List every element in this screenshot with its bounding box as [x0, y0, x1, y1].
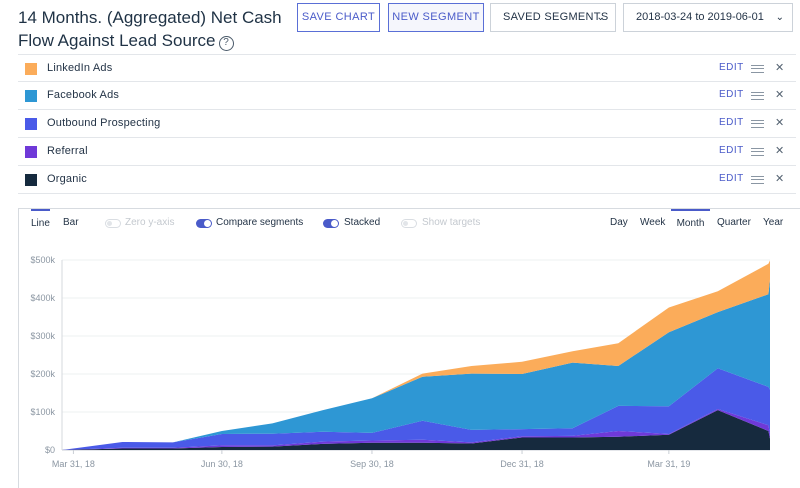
show-targets-toggle[interactable]: [401, 219, 417, 228]
segment-label: LinkedIn Ads: [47, 62, 113, 74]
close-icon[interactable]: ✕: [775, 62, 785, 74]
segment-color-swatch: [25, 90, 37, 102]
saved-segments-label: SAVED SEGMENTS: [503, 11, 609, 23]
segment-label: Facebook Ads: [47, 89, 120, 101]
drag-handle-icon[interactable]: [751, 120, 764, 128]
x-tick-label: Mar 31, 19: [647, 459, 690, 469]
segment-label: Outbound Prospecting: [47, 117, 161, 129]
granularity-day[interactable]: Day: [610, 217, 628, 228]
segment-color-swatch: [25, 63, 37, 75]
y-tick-label: $0: [45, 445, 55, 455]
series-area-facebook-ads: [62, 279, 770, 450]
chevron-down-icon: ⌄: [596, 12, 605, 23]
segment-color-swatch: [25, 174, 37, 186]
question-circle-icon[interactable]: ?: [218, 36, 234, 51]
y-tick-label: $100k: [30, 407, 55, 417]
granularity-week[interactable]: Week: [640, 217, 666, 228]
save-chart-button[interactable]: SAVE CHART: [297, 3, 380, 32]
series-area-organic: [62, 410, 770, 450]
saved-segments-dropdown[interactable]: SAVED SEGMENTS ⌄: [490, 3, 616, 32]
stacked-label: Stacked: [344, 217, 381, 228]
granularity-quarter[interactable]: Quarter: [717, 217, 751, 228]
segment-edit-button[interactable]: EDIT: [719, 62, 744, 73]
y-tick-label: $300k: [30, 331, 55, 341]
close-icon[interactable]: ✕: [775, 145, 785, 157]
segment-edit-button[interactable]: EDIT: [719, 117, 744, 128]
drag-handle-icon[interactable]: [751, 65, 764, 73]
y-tick-label: $500k: [30, 255, 55, 265]
zero-y-axis-label: Zero y-axis: [125, 217, 175, 228]
x-tick-label: Dec 31, 18: [500, 459, 544, 469]
chevron-down-icon: ⌄: [775, 12, 784, 23]
segment-row: Outbound Prospecting EDIT ✕: [18, 110, 796, 138]
segment-color-swatch: [25, 118, 37, 130]
series-area-linkedin-ads: [62, 260, 770, 450]
segment-row: Organic EDIT ✕: [18, 166, 796, 194]
chart-panel: Line Bar Zero y-axis Compare segments St…: [18, 208, 800, 488]
granularity-month[interactable]: Month: [671, 209, 710, 237]
close-icon[interactable]: ✕: [775, 173, 785, 185]
close-icon[interactable]: ✕: [775, 89, 785, 101]
segment-list: LinkedIn Ads EDIT ✕ Facebook Ads EDIT ✕ …: [18, 54, 796, 194]
y-tick-label: $200k: [30, 369, 55, 379]
compare-segments-toggle[interactable]: [196, 219, 212, 228]
segment-edit-button[interactable]: EDIT: [719, 173, 744, 184]
segment-row: Facebook Ads EDIT ✕: [18, 82, 796, 110]
series-area-referral: [62, 409, 770, 450]
segment-edit-button[interactable]: EDIT: [719, 145, 744, 156]
date-range-picker[interactable]: 2018-03-24 to 2019-06-01 ⌄: [623, 3, 793, 32]
tab-line[interactable]: Line: [31, 209, 50, 237]
segment-color-swatch: [25, 146, 37, 158]
segment-row: Referral EDIT ✕: [18, 138, 796, 166]
series-area-outbound-prospecting: [62, 368, 770, 450]
new-segment-button[interactable]: NEW SEGMENT: [388, 3, 484, 32]
zero-y-axis-toggle[interactable]: [105, 219, 121, 228]
y-tick-label: $400k: [30, 293, 55, 303]
show-targets-label: Show targets: [422, 217, 481, 228]
drag-handle-icon[interactable]: [751, 176, 764, 184]
x-tick-label: Jun 30, 18: [201, 459, 243, 469]
stacked-toggle[interactable]: [323, 219, 339, 228]
segment-edit-button[interactable]: EDIT: [719, 89, 744, 100]
page-title-text: 14 Months. (Aggregated) Net Cash Flow Ag…: [18, 8, 282, 50]
segment-row: LinkedIn Ads EDIT ✕: [18, 54, 796, 82]
page-title: 14 Months. (Aggregated) Net Cash Flow Ag…: [18, 6, 288, 52]
segment-label: Organic: [47, 173, 87, 185]
chart-header: 14 Months. (Aggregated) Net Cash Flow Ag…: [0, 0, 800, 54]
drag-handle-icon[interactable]: [751, 92, 764, 100]
close-icon[interactable]: ✕: [775, 117, 785, 129]
compare-segments-label: Compare segments: [216, 217, 304, 228]
x-tick-label: Sep 30, 18: [350, 459, 394, 469]
date-range-label: 2018-03-24 to 2019-06-01: [636, 11, 764, 23]
drag-handle-icon[interactable]: [751, 148, 764, 156]
tab-bar[interactable]: Bar: [63, 217, 79, 228]
granularity-year[interactable]: Year: [763, 217, 784, 228]
segment-label: Referral: [47, 145, 88, 157]
x-tick-label: Mar 31, 18: [52, 459, 95, 469]
